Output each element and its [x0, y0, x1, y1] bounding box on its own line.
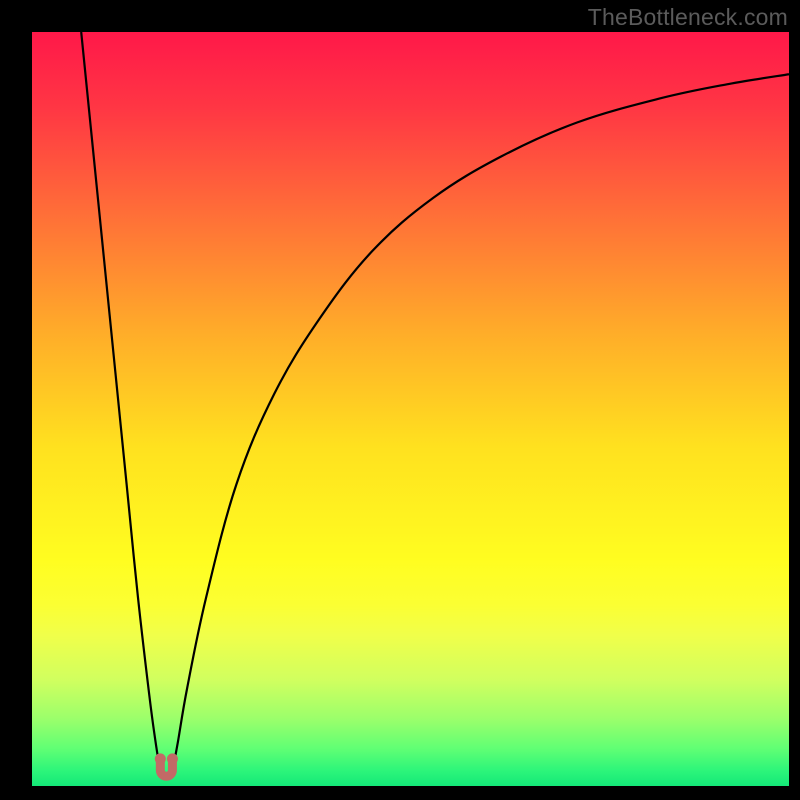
curve-layer	[32, 32, 789, 786]
valley-dot-right	[167, 753, 178, 764]
plot-area	[32, 32, 789, 786]
watermark-text: TheBottleneck.com	[588, 4, 788, 31]
chart-root: TheBottleneck.com	[0, 0, 800, 800]
curve-right-branch	[173, 74, 789, 769]
curve-left-branch	[81, 32, 160, 769]
valley-dot-left	[155, 753, 166, 764]
